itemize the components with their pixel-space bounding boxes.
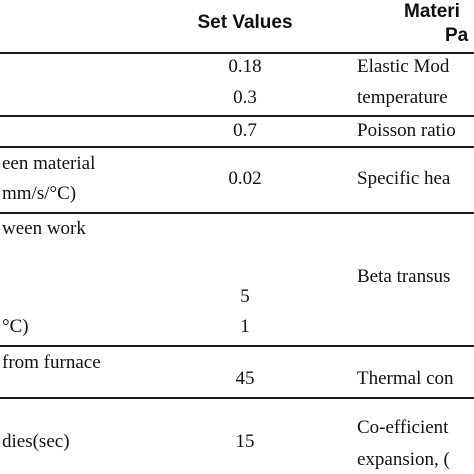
row5-param: from furnace [2,352,101,373]
row1-material-line1: Elastic Mod [357,56,450,77]
row6-value: 15 [235,431,255,452]
row1-value-2: 0.3 [233,87,257,108]
header-material-line1: Materi [404,1,460,22]
row6-param: dies(sec) [2,431,70,452]
row4-value-2: 1 [240,316,250,337]
row5-value: 45 [235,368,255,389]
row4-value-1: 5 [240,286,250,307]
row1-bottom-rule [0,115,474,117]
row2-value: 0.7 [233,120,257,141]
row1-value-1: 0.18 [228,56,262,77]
header-material-line2: Pa [445,25,469,46]
row2-material: Poisson ratio [357,120,456,141]
row5-material: Thermal con [357,368,454,389]
row6-material-line1: Co-efficient [357,417,449,438]
row2-bottom-rule [0,146,474,148]
row1-material-line2: temperature [357,87,448,108]
row4-param-line2: °C) [2,316,29,337]
header-bottom-rule [0,52,474,54]
row3-bottom-rule [0,212,474,214]
row4-param-line1: ween work [2,218,86,239]
row4-bottom-rule [0,345,474,347]
row5-bottom-rule [0,397,474,399]
row6-material-line2: expansion, ( [357,449,450,470]
row3-param-line1: een material [2,153,96,174]
header-set-values: Set Values [197,12,293,33]
row4-material: Beta transus [357,266,451,287]
row3-value: 0.02 [228,168,262,189]
row3-param-line2: mm/s/°C) [2,183,77,204]
row3-material: Specific hea [357,168,451,189]
